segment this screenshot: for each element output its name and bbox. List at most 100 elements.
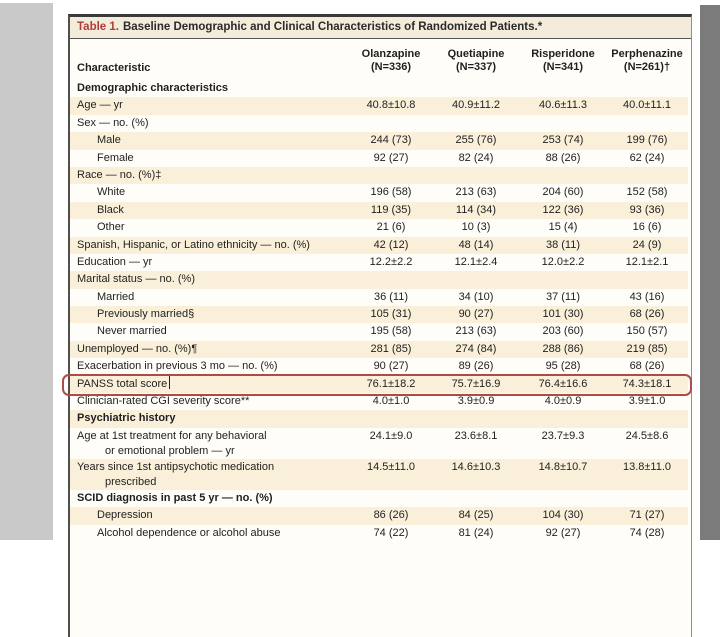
table-row: Clinician-rated CGI severity score** 4.0±… [70,393,688,410]
row-label: Race — no. (%)‡ [77,168,162,181]
row-label: Male [97,134,121,147]
table-cell [432,167,520,184]
text-cursor [169,375,171,389]
row-label: Years since 1st antipsychotic medication… [77,460,275,488]
table-cell: 23.6±8.1 [454,429,498,442]
table-cell: 10 (3) [461,221,491,234]
row-label: Age — yr [77,99,123,112]
table-cell: 13.8±11.0 [622,460,672,473]
table-cell [520,410,606,427]
table-row: White 196 (58) 213 (63) 204 (60) 152 (58) [70,184,688,201]
row-label: Depression [97,509,153,522]
table-cell: 34 (10) [458,290,494,303]
table-cell [350,80,432,97]
table-body: Demographic characteristics Age — yr 40.8±… [70,80,688,542]
table-cell: 204 (60) [542,186,584,199]
drug-column-header: Olanzapine (N=336) [361,48,421,73]
table-row: Male 244 (73) 255 (76) 253 (74) 199 (76) [70,132,688,150]
table-cell: 40.0±11.1 [622,99,672,112]
table-cell: 14.6±10.3 [451,460,501,473]
table-cell [520,167,606,184]
table-cell: 3.9±1.0 [628,395,666,408]
table-cell: 14.5±11.0 [366,460,416,473]
table-row: Other 21 (6) 10 (3) 15 (4) 16 (6) [70,219,688,236]
table-cell: 122 (36) [542,203,584,216]
table-row: Marital status — no. (%) [70,271,688,289]
table-row: Race — no. (%)‡ [70,166,688,185]
row-label: Female [97,151,134,164]
table-cell: 76.4±16.6 [538,377,588,390]
table-cell: 150 (57) [626,325,668,338]
table-row: PANSS total score 76.1±18.2 75.7±16.9 76.4±… [70,375,688,394]
table-cell [520,115,606,132]
table-cell: 114 (34) [455,203,497,216]
table-cell: 88 (26) [545,151,581,164]
row-label: Never married [97,325,167,338]
table-cell: 281 (85) [370,342,412,355]
table-cell: 40.9±11.2 [451,99,501,112]
table-row: Demographic characteristics [70,80,688,97]
table-cell: 37 (11) [545,290,581,303]
table-cell: 76.1±18.2 [366,377,416,390]
table-row: Education — yr 12.2±2.2 12.1±2.4 12.0±2.2 12… [70,254,688,271]
table-cell: 43 (16) [629,290,665,303]
table-cell: 42 (12) [373,238,409,251]
table-cell: 15 (4) [548,221,578,234]
highlight-annotation-box[interactable] [62,374,692,396]
table-cell [432,271,520,288]
table-cell [606,115,688,132]
table-cell [520,271,606,288]
table-row: SCID diagnosis in past 5 yr — no. (%) [70,490,688,507]
table-cell [520,80,606,97]
table-row: Unemployed — no. (%)¶ 281 (85) 274 (84) 288… [70,340,688,359]
table-cell: 12.1±2.1 [625,255,669,268]
table-cell: 253 (74) [542,134,584,147]
table-cell: 92 (27) [373,151,409,164]
table-cell: 213 (63) [455,325,497,338]
table-cell: 104 (30) [542,509,584,522]
row-label: Alcohol dependence or alcohol abuse [97,526,281,539]
row-label: Black [97,203,124,216]
drug-column-header: Perphenazine (N=261)† [611,48,683,73]
table-cell: 219 (85) [626,342,668,355]
row-label: Other [97,221,125,234]
table-row: Years since 1st antipsychotic medication… [70,458,688,490]
left-margin-strip [0,3,53,540]
table-cell: 48 (14) [458,238,494,251]
table-cell [606,490,688,507]
table-title-text: Baseline Demographic and Clinical Charac… [122,21,543,33]
table-cell [350,271,432,288]
table-cell: 14.8±10.7 [538,460,588,473]
table-cell: 199 (76) [626,134,668,147]
table-cell: 105 (31) [370,308,412,321]
right-scrollbar-strip[interactable] [700,5,720,540]
table-cell [432,410,520,427]
table-cell: 90 (27) [373,360,409,373]
row-label: Sex — no. (%) [77,116,149,129]
journal-table[interactable]: Table 1. Baseline Demographic and Clinica… [68,14,692,637]
table-cell: 4.0±0.9 [544,395,582,408]
table-cell: 24 (9) [632,238,662,251]
table-cell: 74 (28) [629,526,665,539]
table-cell [432,490,520,507]
table-cell: 16 (6) [632,221,662,234]
table-cell: 74 (22) [373,526,409,539]
table-row: Psychiatric history [70,410,688,428]
table-cell [350,410,432,427]
table-cell [350,167,432,184]
table-cell: 36 (11) [373,290,409,303]
table-row: Female 92 (27) 82 (24) 88 (26) 62 (24) [70,150,688,167]
row-label: White [97,186,126,199]
table-cell [520,490,606,507]
table-cell [350,490,432,507]
table-cell: 71 (27) [629,509,665,522]
table-cell: 90 (27) [458,308,494,321]
table-title-bar: Table 1. Baseline Demographic and Clinica… [70,17,691,39]
table-cell: 74.3±18.1 [622,377,672,390]
table-cell: 244 (73) [370,134,412,147]
table-cell: 288 (86) [542,342,584,355]
table-cell: 101 (30) [542,308,584,321]
table-row: Age at 1st treatment for any behavioral o… [70,428,688,459]
table-cell: 40.6±11.3 [538,99,588,112]
table-cell: 75.7±16.9 [451,377,501,390]
